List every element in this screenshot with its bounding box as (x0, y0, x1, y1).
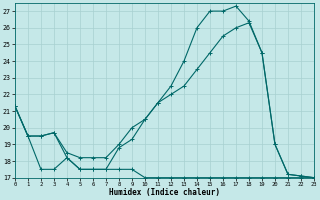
X-axis label: Humidex (Indice chaleur): Humidex (Indice chaleur) (109, 188, 220, 197)
